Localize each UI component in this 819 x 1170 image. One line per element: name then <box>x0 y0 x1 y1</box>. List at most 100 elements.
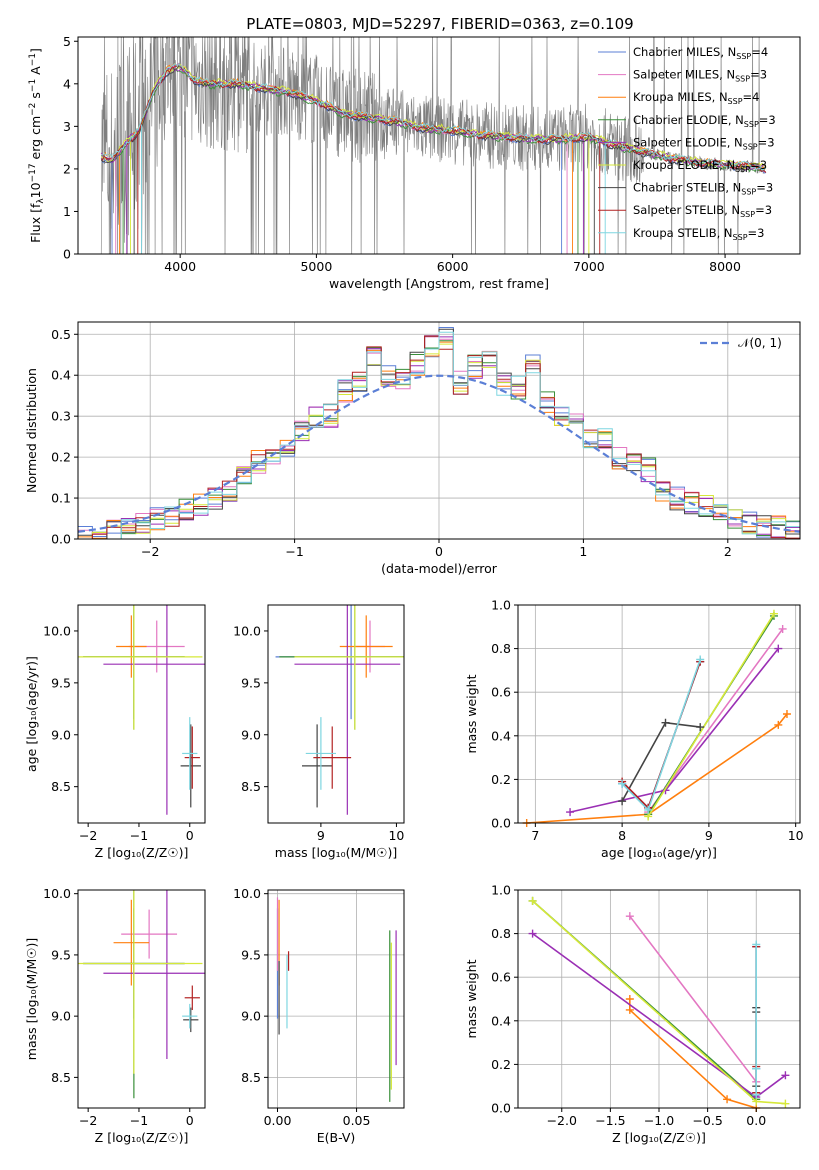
legend-subscript: SSP <box>741 188 756 197</box>
x-tick-label: −2 <box>141 544 159 559</box>
y-axis-label-part: s <box>28 92 43 103</box>
x-tick-label: 0.05 <box>343 1113 371 1128</box>
y-tick-label: 8.5 <box>51 1070 71 1085</box>
y-tick-label: 0.3 <box>51 409 71 424</box>
y-tick-label: 0.5 <box>51 327 71 342</box>
x-tick-label: −1.0 <box>644 1113 674 1128</box>
y-tick-label: 0.6 <box>491 970 511 985</box>
legend-value: =3 <box>758 135 775 149</box>
point-marker <box>625 912 634 921</box>
weight-line <box>569 648 779 813</box>
y-axis-label: mass weight <box>464 959 479 1038</box>
x-axis-label: age [log₁₀(age/yr)] <box>601 845 717 860</box>
y-tick-label: 0 <box>63 247 71 262</box>
model-line <box>101 62 767 171</box>
legend-subscript: SSP <box>728 97 743 106</box>
legend-value: =3 <box>756 181 773 195</box>
y-tick-label: 3 <box>63 119 71 134</box>
x-tick-label: −1 <box>285 544 303 559</box>
plot-area <box>275 605 404 815</box>
point-marker <box>778 624 787 633</box>
legend-label: Kroupa ELODIE, NSSP=3 <box>633 158 767 174</box>
point-marker <box>618 797 627 806</box>
legend-value: =3 <box>748 226 765 240</box>
figure-title: PLATE=0803, MJD=52297, FIBERID=0363, z=0… <box>246 15 633 33</box>
x-tick-label: −0.5 <box>692 1113 722 1128</box>
point-marker <box>625 995 634 1003</box>
y-tick-label: 9.0 <box>51 727 71 742</box>
legend-label: Chabrier ELODIE, NSSP=3 <box>633 113 776 129</box>
normal-curve <box>77 374 801 533</box>
point-marker <box>625 1005 634 1014</box>
y-axis-label-part: erg cm <box>28 116 43 164</box>
y-tick-label: 0.0 <box>491 816 511 831</box>
y-tick-label: 0.0 <box>51 532 71 547</box>
x-tick-label: 0.0 <box>746 1113 766 1128</box>
x-tick-label: −2 <box>79 828 97 843</box>
legend-text: Kroupa ELODIE, N <box>633 158 735 172</box>
y-tick-label: 0.2 <box>51 450 71 465</box>
y-tick-label: 9.0 <box>241 1009 261 1024</box>
legend-label: Chabrier STELIB, NSSP=3 <box>633 181 773 197</box>
legend-text: Chabrier MILES, N <box>633 45 736 59</box>
x-tick-label: 10 <box>388 828 404 843</box>
point-marker <box>528 929 537 938</box>
legend-subscript: SSP <box>740 210 755 219</box>
panel-age_vs_Z: −2 −1 0 8.5 9.0 9.5 10.0 Z [log₁₀(Z/Z☉)] age [lo… <box>24 604 206 860</box>
legend-text: Chabrier ELODIE, N <box>633 113 744 127</box>
x-tick-label: −1.5 <box>595 1113 625 1128</box>
y-tick-label: 8.5 <box>241 1070 261 1085</box>
x-tick-label: 1 <box>579 544 587 559</box>
y-axis-label-part: −1 <box>28 79 38 92</box>
axes-frame <box>267 604 405 824</box>
y-axis-label-part: −2 <box>28 103 38 116</box>
point-marker <box>752 1064 761 1073</box>
y-axis-label-part: ] <box>28 48 43 53</box>
y-tick-label: 9.5 <box>51 675 71 690</box>
point-marker <box>696 655 705 664</box>
x-axis-label: wavelength [Angstrom, rest frame] <box>329 276 549 291</box>
legend-text: Chabrier STELIB, N <box>633 181 741 195</box>
legend-label: Kroupa MILES, NSSP=4 <box>633 90 759 106</box>
y-axis-label: Normed distribution <box>24 368 39 493</box>
legend-text: Salpeter ELODIE, N <box>633 135 743 149</box>
point-marker <box>723 1095 732 1104</box>
x-tick-label: −1 <box>130 1113 148 1128</box>
y-axis-label: mass weight <box>464 674 479 753</box>
x-tick-label: −1 <box>130 828 148 843</box>
y-tick-label: 0.6 <box>491 685 511 700</box>
model-line <box>100 67 767 171</box>
panel-mass_vs_ebv: 0.00 0.05 8.5 9.0 9.5 10.0 E(B-V) <box>233 886 405 1145</box>
data-spectrum-line <box>100 37 766 254</box>
panel-mass_vs_Z: −2 −1 0 8.5 9.0 9.5 10.0 Z [log₁₀(Z/Z☉)] mass [l… <box>24 886 206 1145</box>
legend-value: =4 <box>751 45 768 59</box>
legend-label: Chabrier MILES, NSSP=4 <box>633 45 768 61</box>
x-axis-label: E(B-V) <box>317 1130 356 1145</box>
y-tick-label: 8.5 <box>51 779 71 794</box>
legend-label: 𝒩(0, 1) <box>738 336 782 350</box>
x-tick-label: 7000 <box>573 259 605 274</box>
y-axis-label-part: −1 <box>28 53 38 66</box>
plot-area <box>77 327 801 540</box>
x-axis-label: mass [log₁₀(M/M☉)] <box>275 845 397 860</box>
legend-value: =3 <box>750 68 767 82</box>
axes-frame <box>77 604 206 824</box>
point-marker <box>644 805 653 814</box>
x-axis-label: Z [log₁₀(Z/Z☉)] <box>95 1130 189 1145</box>
x-tick-label: 0 <box>186 1113 194 1128</box>
x-tick-label: 6000 <box>437 259 469 274</box>
point-marker <box>566 808 575 817</box>
weight-line <box>629 915 757 1083</box>
legend-value: =3 <box>750 158 767 172</box>
legend-subscript: SSP <box>744 120 759 129</box>
legend-label: Kroupa STELIB, NSSP=3 <box>633 226 764 242</box>
point-marker <box>782 710 791 718</box>
histogram-step <box>78 331 800 540</box>
plot-area <box>78 605 205 815</box>
plot-area <box>100 37 767 254</box>
y-axis-label-part: λ <box>36 198 46 204</box>
y-tick-label: 4 <box>63 76 71 91</box>
weight-line <box>647 613 775 817</box>
x-tick-label: 9 <box>705 828 713 843</box>
